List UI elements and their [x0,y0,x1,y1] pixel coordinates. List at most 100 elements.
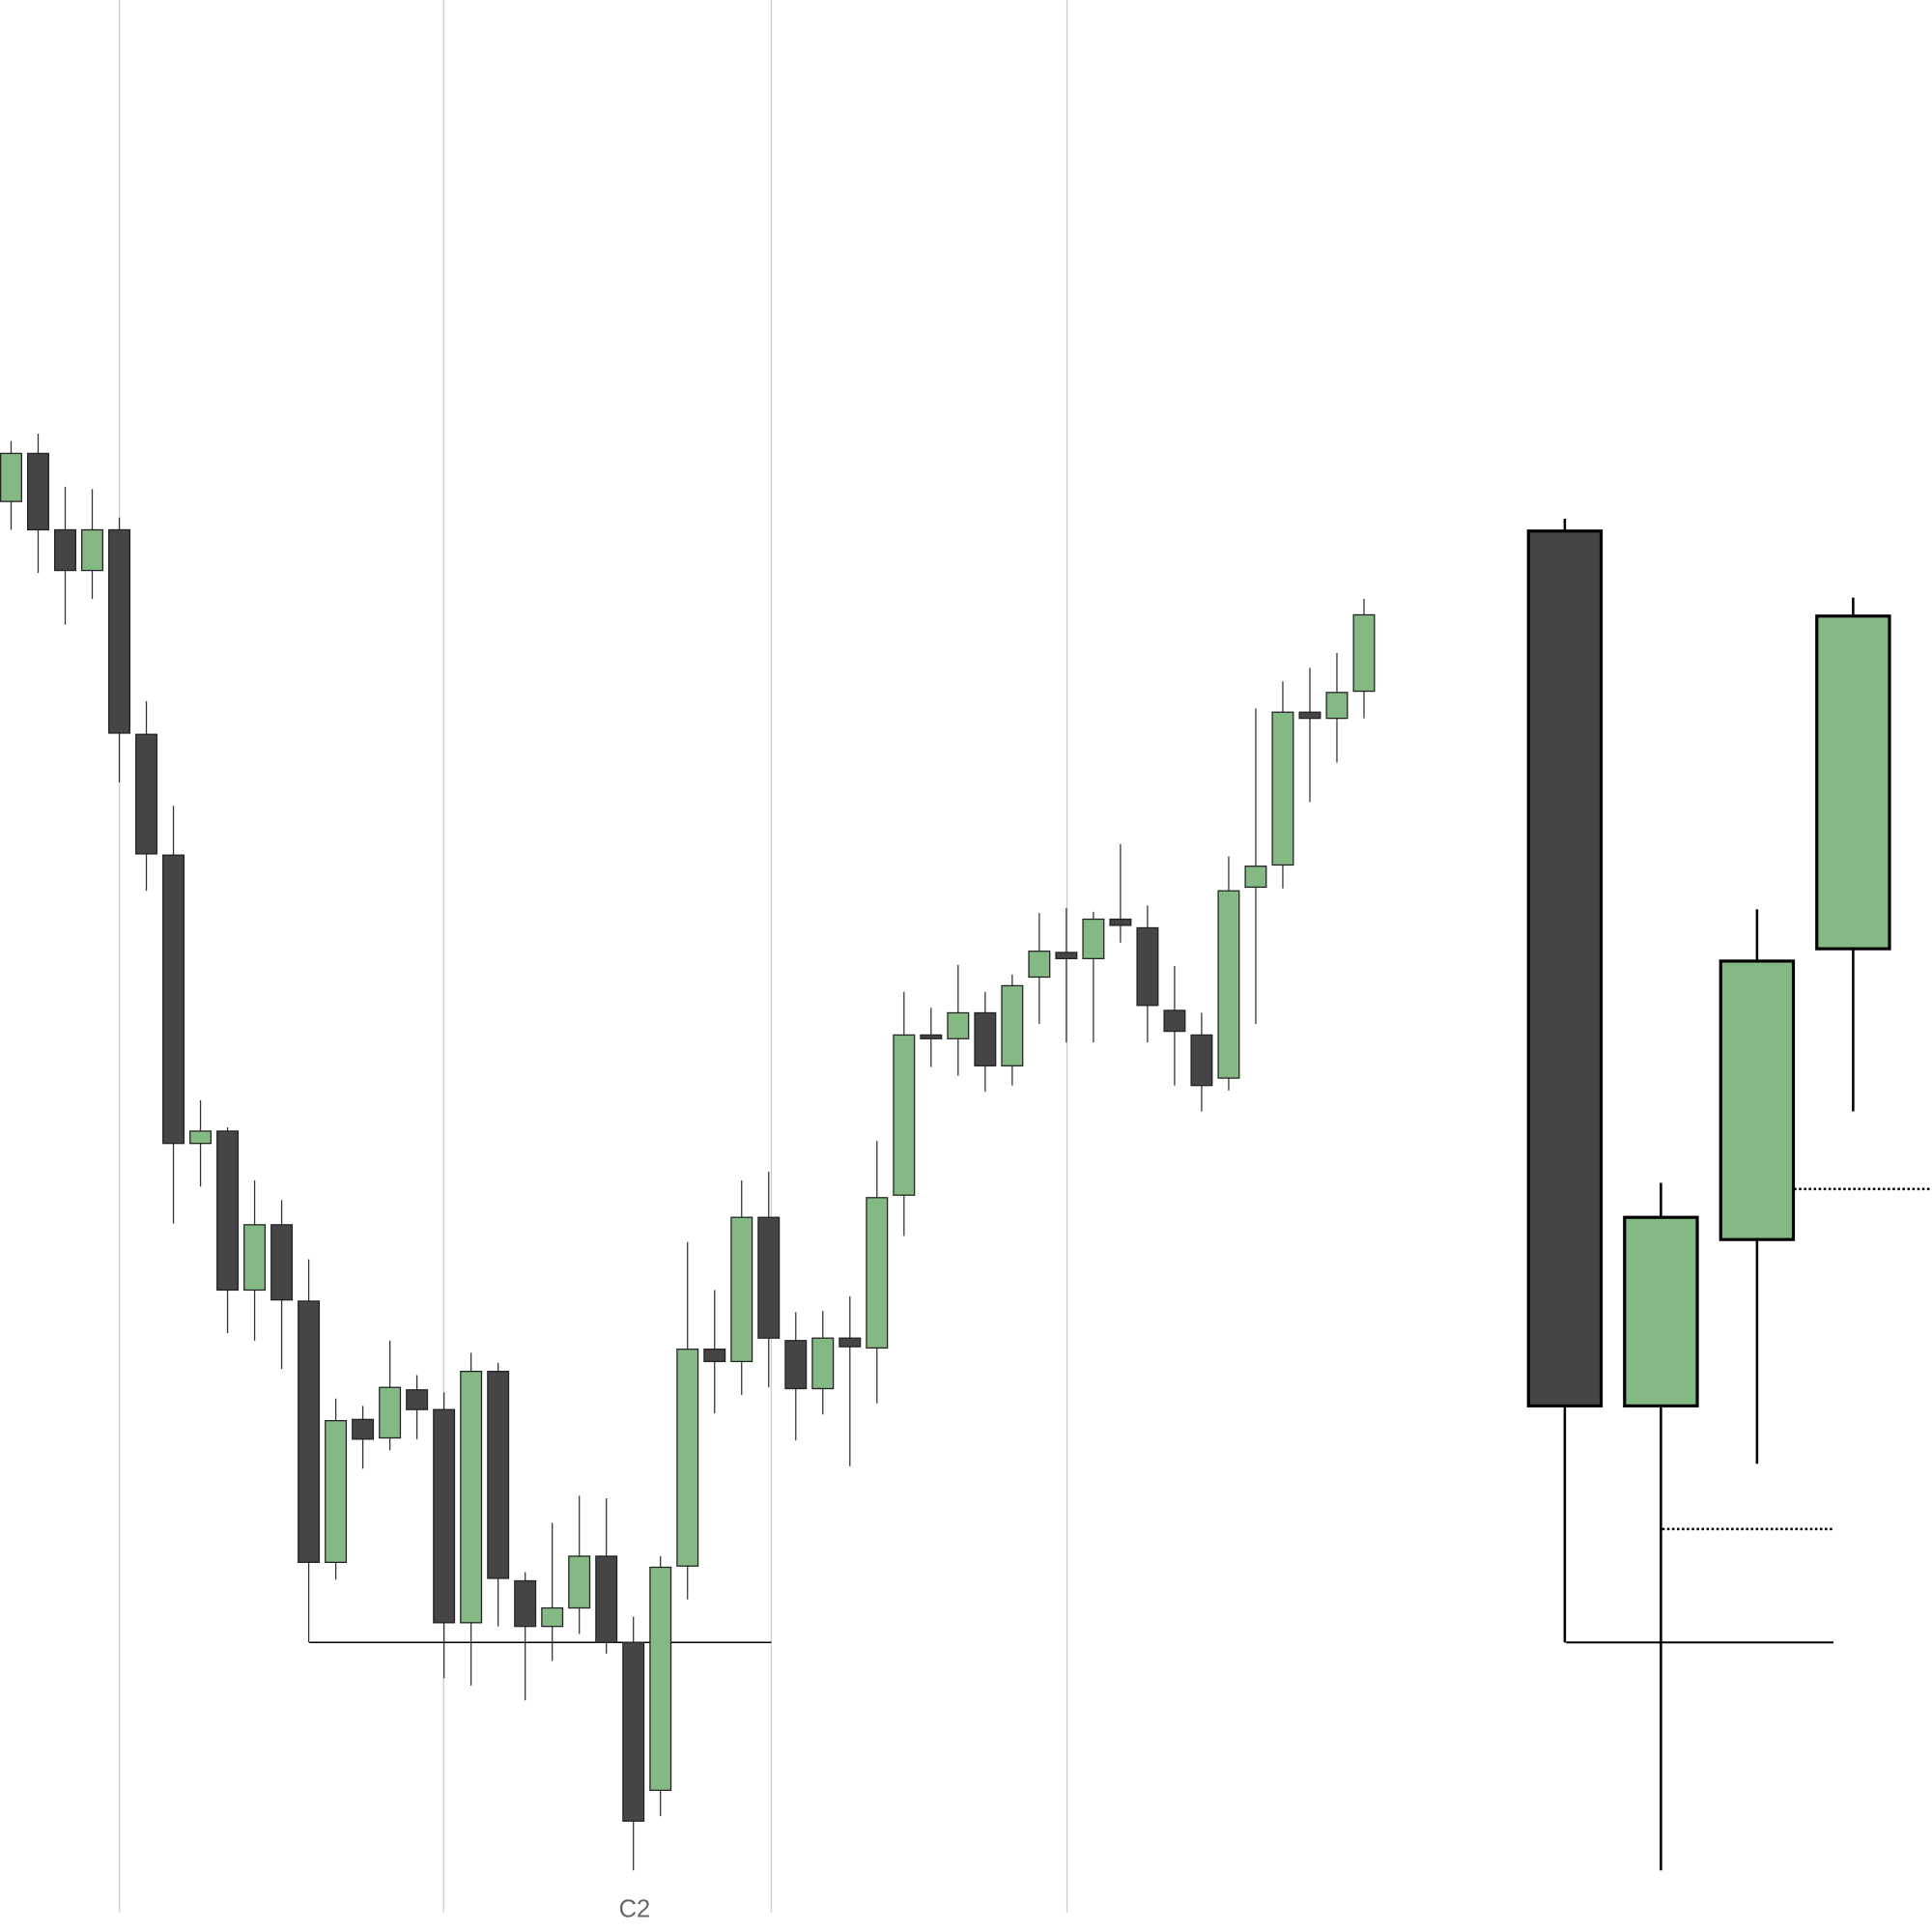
bear-candle [270,1200,294,1370]
bear-candle [27,433,49,574]
candle-body [1136,926,1159,1007]
candle-body [1217,890,1240,1079]
candle-body [406,1389,429,1410]
candle-body [541,1606,564,1628]
candle-body [1244,866,1267,889]
bear-candle [838,1295,862,1466]
candle-body [243,1224,267,1292]
candle-body [1352,613,1376,693]
bull-candle [893,991,916,1236]
bear-candle [757,1172,781,1388]
candle-body [162,854,185,1145]
bear-candle [108,517,130,782]
bear-candle [1163,966,1186,1086]
bull-candle [189,1100,213,1187]
candle-body [325,1420,348,1563]
bear-candle [54,486,76,625]
candle-body [81,528,103,572]
bear-candle [1298,668,1321,803]
bear-candle [487,1362,510,1627]
gridlines [119,0,1068,1913]
candle-body [595,1555,618,1643]
candle-body [676,1349,699,1567]
bear-candle [595,1498,618,1654]
bear-candle [433,1392,456,1679]
bear-candle [1109,843,1132,943]
candle-body [27,452,49,531]
bull-candle [811,1311,835,1415]
candle-body [1109,918,1132,926]
bear-candle [784,1312,808,1441]
candle-body [135,733,158,855]
bear-candle [162,806,185,1224]
bull-candle [325,1398,348,1580]
bear-candle [1190,1012,1213,1112]
detail-bull-candle [1719,909,1796,1464]
candle-body [1815,614,1891,951]
bull-candle [649,1555,672,1817]
candle-body [1325,692,1349,720]
bear-candle [703,1290,726,1414]
candle-body [54,528,76,572]
candle-body [514,1579,537,1628]
bull-candle [1244,708,1267,1024]
candle-body [920,1034,943,1039]
bull-candle [1325,653,1349,763]
candle-body [0,452,22,502]
bull-candle [541,1522,564,1662]
candle-body [811,1337,835,1390]
bear-candle [216,1127,240,1334]
bull-candle [243,1179,267,1341]
candle-body [1526,529,1604,1407]
bull-candle [81,489,103,599]
detail-bull-candle [1623,1182,1699,1871]
candle-body [352,1418,375,1440]
bear-candle [974,991,997,1093]
bear-candle [406,1375,429,1439]
candles [0,433,1376,1871]
candle-body [1163,1009,1186,1033]
candle-body [649,1566,672,1791]
annotation-label: C2 [619,1896,651,1923]
candle-body [947,1011,970,1039]
candle-body [568,1555,591,1609]
bull-candle [1352,598,1376,719]
bear-candle [1136,905,1159,1043]
bull-candle [1082,911,1105,1043]
bull-candle [379,1340,402,1451]
candle-body [730,1216,753,1363]
candle-body [1623,1215,1699,1407]
candle-body [379,1386,402,1439]
bear-candle [622,1616,645,1871]
candle-body [487,1371,510,1579]
detail-bear-candle [1526,518,1604,1643]
bull-candle [0,440,22,530]
detail-candles [1526,518,1932,1871]
candle-body [784,1340,808,1390]
candle-body [1719,959,1796,1241]
bull-candle [676,1241,699,1600]
candle-body [298,1300,321,1563]
candle-body [1271,711,1294,867]
candle-body [866,1197,889,1350]
bear-candle [135,700,158,892]
candle-body [974,1011,997,1066]
bull-candle [866,1141,889,1404]
candle-body [1082,918,1105,959]
bull-candle [568,1495,591,1634]
bear-candle [1055,908,1078,1043]
bull-candle [1028,913,1051,1024]
candle-body [1298,711,1321,720]
candle-body [622,1641,645,1822]
candle-body [1190,1034,1213,1087]
candle-body [216,1130,240,1292]
bear-candle [920,1008,943,1067]
candle-body [189,1130,213,1145]
candle-body [703,1349,726,1363]
bull-candle [1217,856,1240,1091]
candle-body [838,1337,862,1348]
detail-bull-candle [1815,597,1891,1112]
bull-candle [1271,681,1294,889]
bull-candle [730,1179,753,1395]
